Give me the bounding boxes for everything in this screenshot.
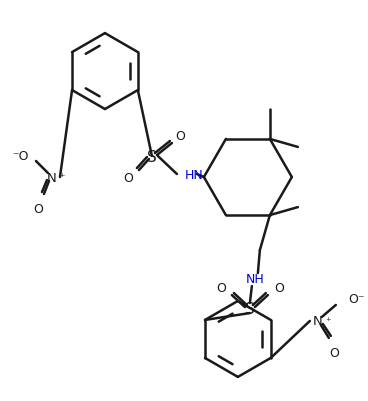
- Text: O: O: [33, 203, 43, 216]
- Text: O: O: [175, 129, 185, 142]
- Text: O: O: [216, 281, 226, 294]
- Text: O⁻: O⁻: [348, 293, 364, 306]
- Text: N: N: [47, 171, 57, 184]
- Text: O: O: [274, 281, 284, 294]
- Text: O: O: [123, 171, 133, 184]
- Text: HN: HN: [185, 168, 204, 181]
- Text: N: N: [313, 315, 323, 328]
- Text: ⁺: ⁺: [59, 172, 64, 182]
- Text: ⁻O: ⁻O: [12, 149, 28, 162]
- Text: S: S: [147, 149, 157, 164]
- Text: O: O: [329, 346, 339, 360]
- Text: ⁺: ⁺: [325, 316, 330, 326]
- Text: S: S: [245, 301, 255, 316]
- Text: NH: NH: [245, 272, 264, 285]
